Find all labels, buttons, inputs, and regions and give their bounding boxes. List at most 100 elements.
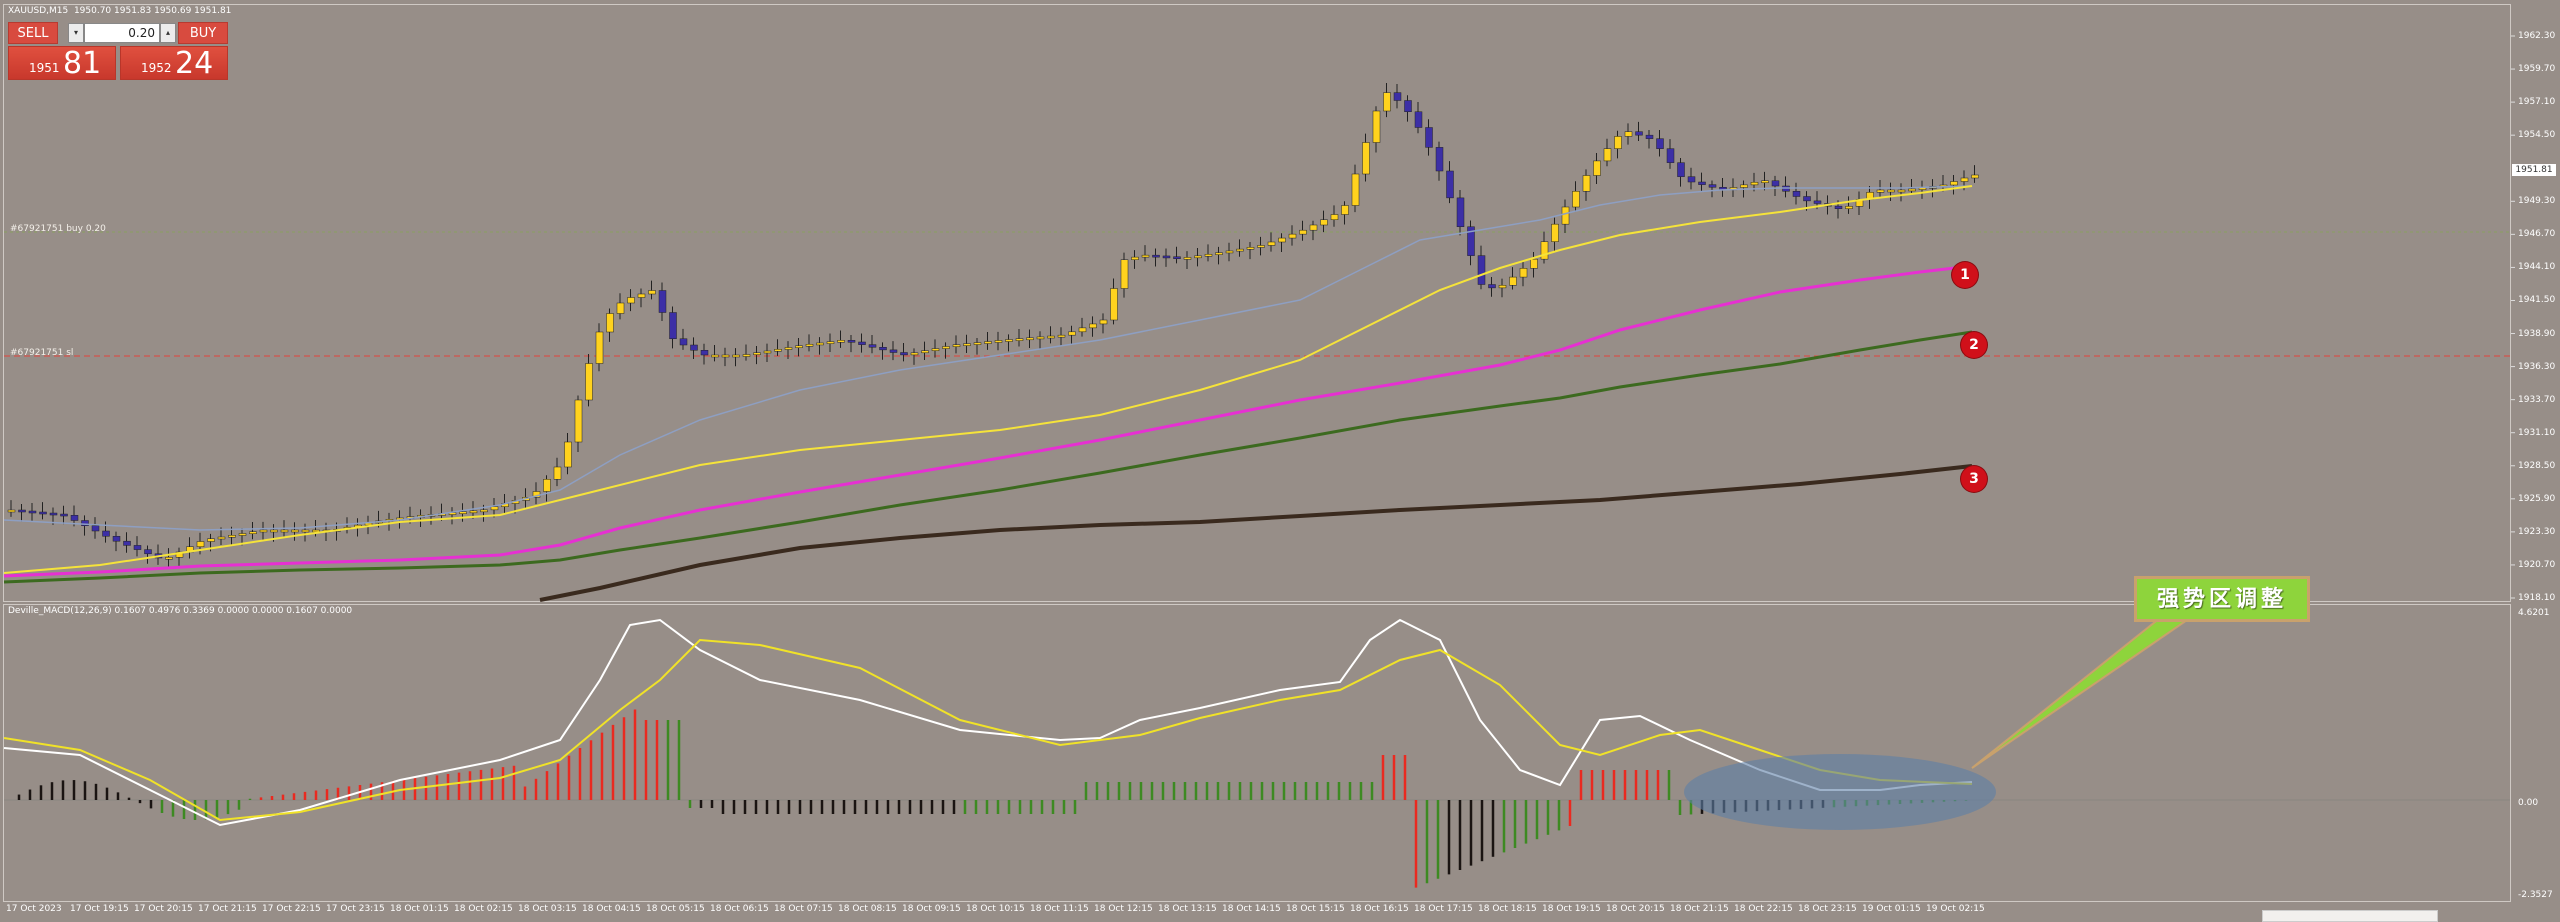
order-sl-label[interactable]: #67921751 sl xyxy=(10,348,74,358)
price-pane[interactable] xyxy=(3,4,2511,602)
candle-bear xyxy=(847,340,856,343)
ma-magenta-line xyxy=(3,264,1973,578)
candle-bull xyxy=(1582,175,1591,192)
candle-bear xyxy=(1173,256,1181,259)
candle-bull xyxy=(1530,258,1538,269)
candle-bull xyxy=(1330,214,1339,220)
candle-bear xyxy=(1404,100,1412,112)
candle-bear xyxy=(144,549,152,555)
candle-bear xyxy=(879,347,887,351)
volume-down-arrow-icon[interactable]: ▾ xyxy=(68,23,84,43)
candle-bull xyxy=(784,347,793,350)
candle-bull xyxy=(921,350,929,354)
candle-bull xyxy=(175,551,184,558)
candle-bull xyxy=(963,343,971,346)
candle-bear xyxy=(1677,162,1685,177)
candle-bull xyxy=(1278,237,1286,243)
callout-label: 强势区调整 xyxy=(2134,576,2310,622)
time-axis-tick: 18 Oct 06:15 xyxy=(710,904,769,914)
candle-bull xyxy=(795,345,803,348)
candle-bear xyxy=(49,512,58,516)
candle-bear xyxy=(91,525,100,532)
candle-bear xyxy=(1698,181,1706,185)
candle-bull xyxy=(1551,223,1559,242)
candle-bear xyxy=(1393,92,1402,101)
candle-bull xyxy=(1047,335,1055,339)
macd-signal-line xyxy=(3,638,1973,822)
candle-bull xyxy=(721,354,730,358)
candle-bear xyxy=(39,511,47,515)
candle-bull xyxy=(1194,255,1202,259)
sell-button[interactable]: SELL xyxy=(8,22,58,44)
candle-bear xyxy=(60,513,68,517)
time-axis-tick: 18 Oct 02:15 xyxy=(454,904,513,914)
price-axis-tick: 1931.10 xyxy=(2518,427,2556,438)
candle-bull xyxy=(217,536,226,540)
time-axis-tick: 18 Oct 21:15 xyxy=(1670,904,1729,914)
candle-bear xyxy=(1488,284,1496,289)
time-axis-tick: 18 Oct 08:15 xyxy=(838,904,897,914)
candle-bull xyxy=(1299,229,1307,235)
candle-bull xyxy=(1351,173,1360,206)
price-axis-tick: 1959.70 xyxy=(2518,64,2556,75)
candle-bull xyxy=(480,509,488,513)
candle-bull xyxy=(1246,247,1255,250)
candle-bear xyxy=(1708,184,1717,188)
candle-bull xyxy=(1288,233,1297,239)
time-axis-tick: 18 Oct 14:15 xyxy=(1222,904,1281,914)
candle-bull xyxy=(763,350,772,354)
candle-bull xyxy=(1257,245,1265,248)
candle-bear xyxy=(1656,138,1664,149)
candle-bull xyxy=(1110,288,1118,321)
candle-bull xyxy=(1372,110,1381,143)
price-axis-tick: 1936.30 xyxy=(2518,361,2556,372)
order-buy-label[interactable]: #67921751 buy 0.20 xyxy=(10,224,106,234)
macd-pane[interactable] xyxy=(3,604,2511,902)
time-axis-tick: 19 Oct 01:15 xyxy=(1862,904,1921,914)
candle-bear xyxy=(669,312,677,339)
sell-price-prefix: 1951 xyxy=(29,61,60,75)
candle-bull xyxy=(637,293,646,298)
marker-2: 2 xyxy=(1961,332,1987,358)
candle-bull xyxy=(543,479,551,492)
candle-bull xyxy=(1215,252,1223,255)
candle-bear xyxy=(133,545,142,550)
candle-bull xyxy=(238,533,247,536)
candle-bull xyxy=(1225,250,1234,254)
sell-price-button[interactable]: 1951 81 xyxy=(8,46,116,81)
candle-bear xyxy=(1456,197,1465,227)
candle-bear xyxy=(1645,134,1654,139)
price-axis-tick: 1944.10 xyxy=(2518,262,2556,273)
candle-bear xyxy=(102,530,110,537)
candle-bear xyxy=(1162,255,1171,259)
candle-bull xyxy=(1960,177,1969,182)
candle-bull xyxy=(585,363,593,401)
candle-bull xyxy=(1120,259,1129,289)
time-axis-tick: 17 Oct 2023 xyxy=(6,904,62,914)
volume-up-arrow-icon[interactable]: ▴ xyxy=(160,23,176,43)
price-axis-tick: 1923.30 xyxy=(2518,526,2556,537)
candle-bull xyxy=(984,341,992,344)
buy-button[interactable]: BUY xyxy=(178,22,228,44)
candle-bear xyxy=(1771,180,1780,187)
candle-bull xyxy=(1540,241,1549,260)
ma-yellow-line xyxy=(3,185,1973,574)
macd-indicator-title: Deville_MACD(12,26,9) 0.1607 0.4976 0.33… xyxy=(8,606,353,616)
candle-bull xyxy=(732,354,740,358)
candle-bull xyxy=(952,344,961,347)
macd-axis-tick: -2.3527 xyxy=(2518,890,2553,900)
candle-bull xyxy=(1614,136,1622,149)
time-axis-tick: 18 Oct 11:15 xyxy=(1030,904,1089,914)
candle-bull xyxy=(574,399,583,443)
buy-price-button[interactable]: 1952 24 xyxy=(120,46,228,81)
candle-bull xyxy=(1036,336,1045,340)
candle-bull xyxy=(942,346,950,349)
candle-bull xyxy=(1204,254,1213,257)
macd-axis-tick: 0.00 xyxy=(2518,798,2539,808)
price-axis-tick: 1949.30 xyxy=(2518,196,2556,207)
volume-input[interactable]: 0.20 xyxy=(84,23,160,43)
candle-bull xyxy=(1089,323,1097,329)
taskbar-tray xyxy=(2262,910,2438,922)
